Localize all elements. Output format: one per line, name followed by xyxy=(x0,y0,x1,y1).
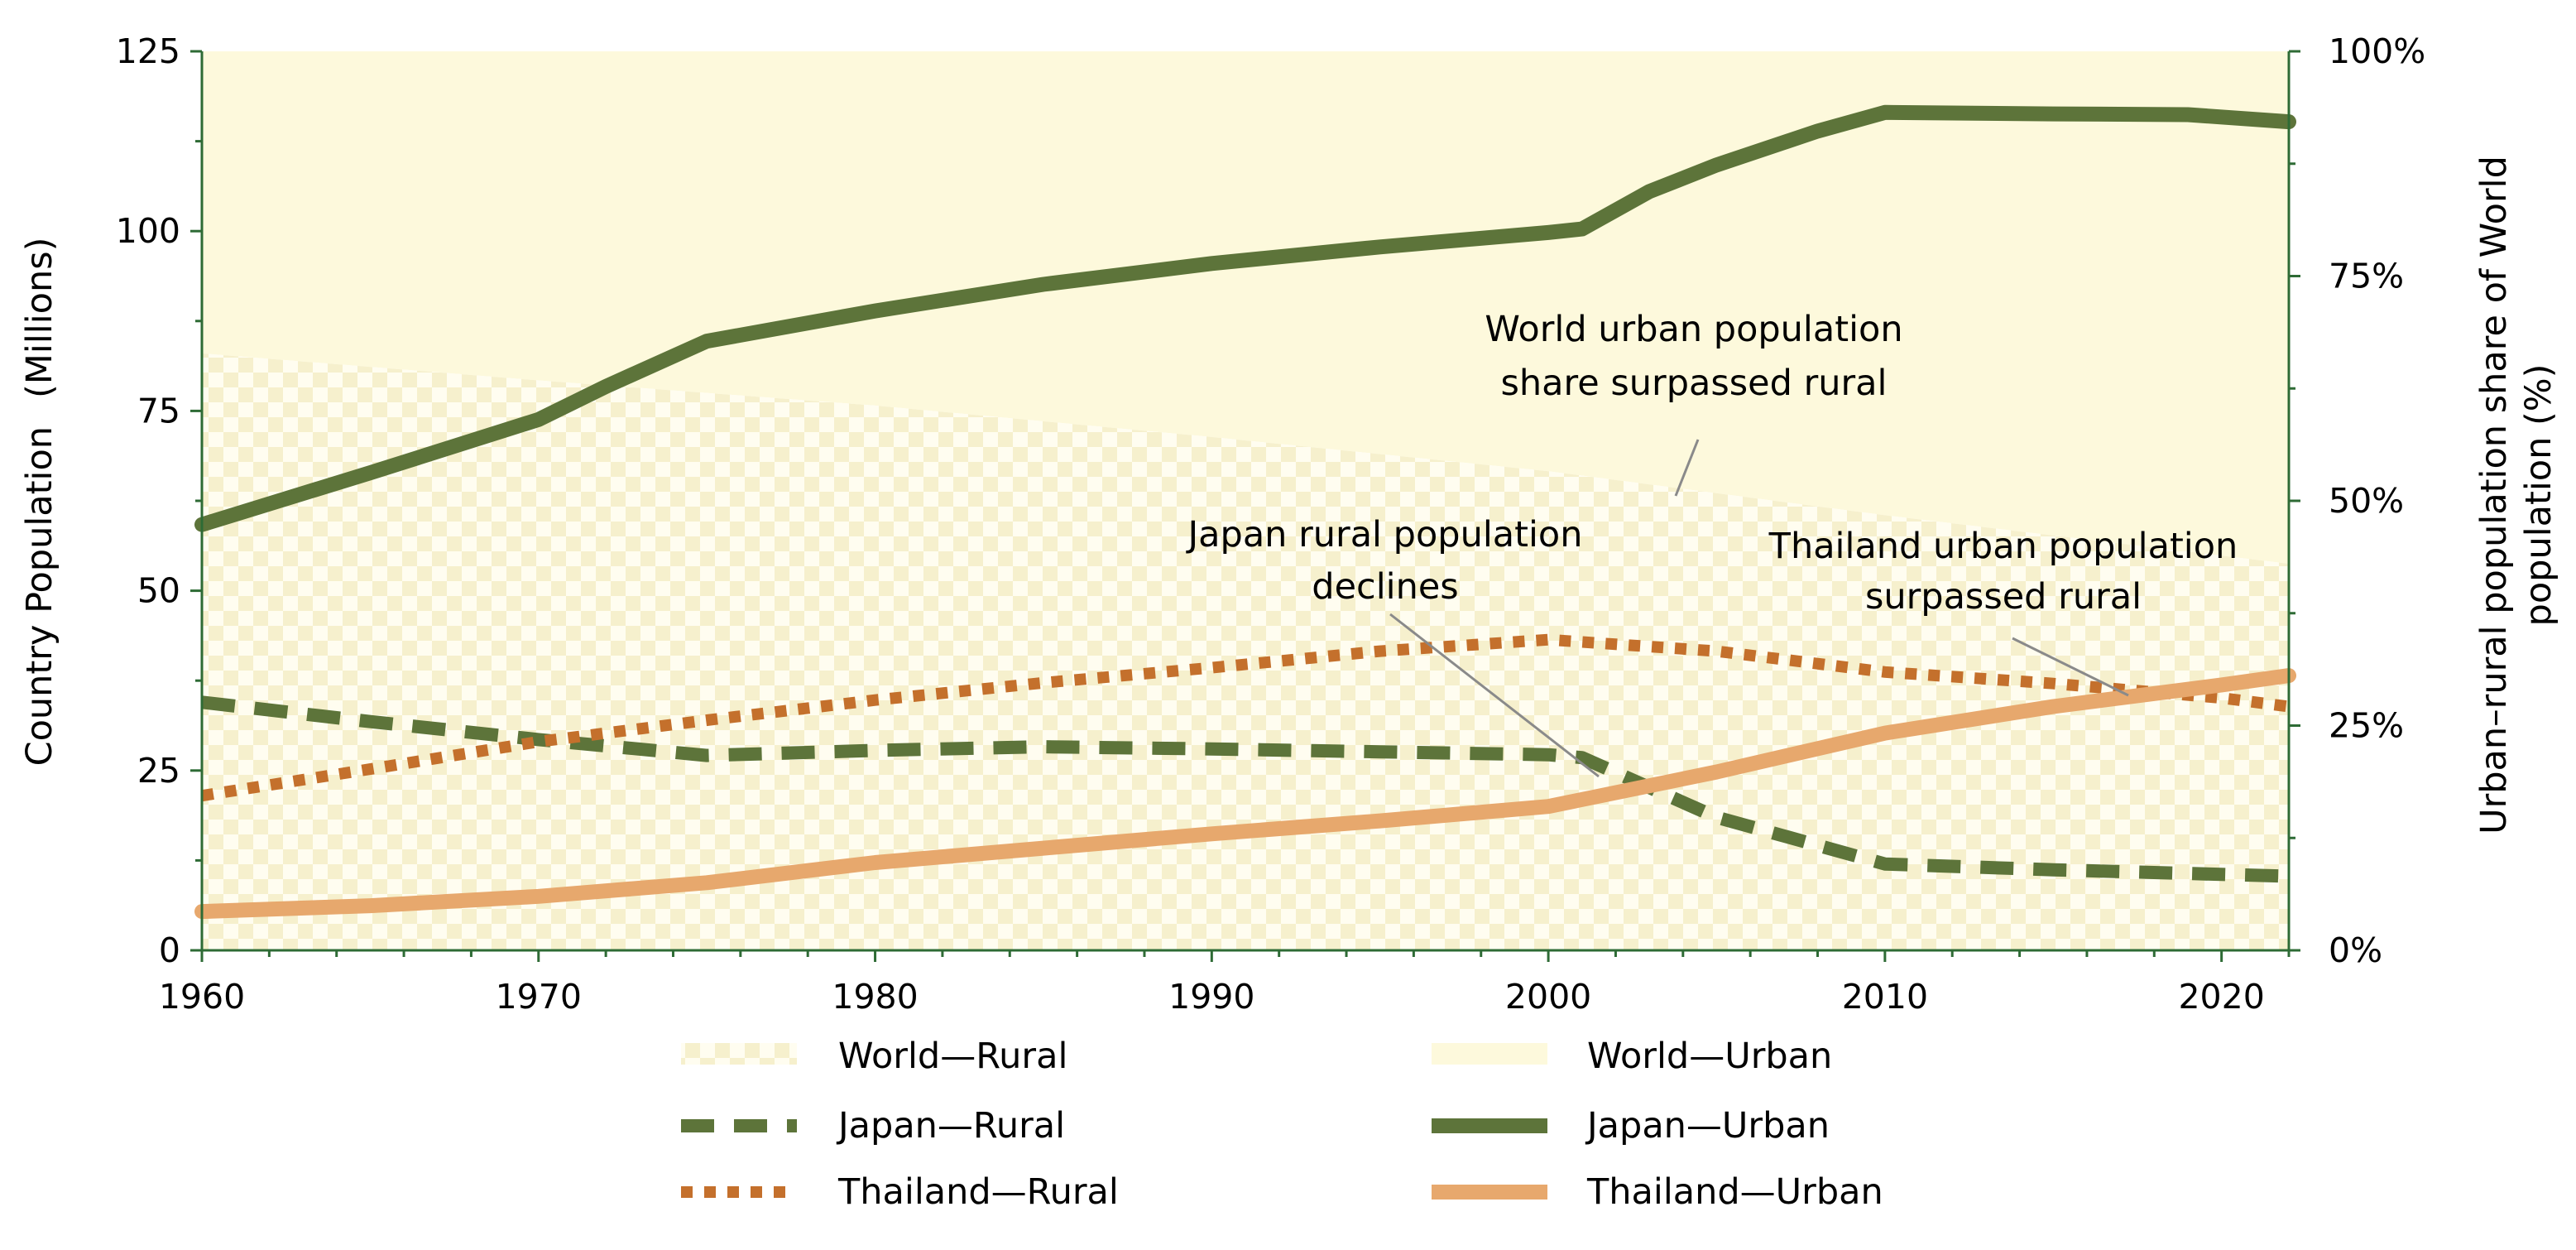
annotation-world-line2: share surpassed rural xyxy=(1501,363,1888,404)
legend-swatch-world-rural xyxy=(681,1043,797,1065)
annotation-japan-line1: Japan rural population xyxy=(1186,514,1583,555)
y-left-title-part2: (Millions) xyxy=(19,238,60,398)
x-tick-label: 2010 xyxy=(1842,977,1928,1017)
legend-label-world-rural: World—Rural xyxy=(838,1036,1067,1077)
x-tick-label: 1990 xyxy=(1168,977,1254,1017)
series-layer xyxy=(194,104,2296,920)
world-rural-area xyxy=(202,353,2289,950)
annotation-thailand-line2: surpassed rural xyxy=(1865,576,2142,618)
series-line-japan-urban xyxy=(194,104,2296,532)
x-tick-label: 2020 xyxy=(2178,977,2264,1017)
world-urban-area xyxy=(202,51,2289,564)
y-right-tick-label: 100% xyxy=(2329,31,2425,71)
y-right-title-line1: Urban–rural population share of World xyxy=(2473,156,2515,834)
annotation-leader-thailand xyxy=(2012,637,2129,697)
y-right-title-line2: population (%) xyxy=(2518,364,2559,627)
legend: World—Rural World—Urban Japan—Rural Japa… xyxy=(681,1036,1883,1213)
legend-label-japan-rural: Japan—Rural xyxy=(836,1105,1065,1147)
y-right-tick-label: 0% xyxy=(2329,930,2382,970)
y-left-tick-label: 125 xyxy=(116,31,180,71)
y-left-tick-label: 75 xyxy=(137,391,180,430)
ticks-layer: 0 25 50 75 100 125 0% 25% 50% 75% 100% 1960 1970 1980… xyxy=(116,31,2425,1017)
annotation-layer: World urban population share surpassed r… xyxy=(1186,309,2238,778)
area-layer xyxy=(202,51,2289,950)
y-right-tick-label: 75% xyxy=(2329,257,2404,296)
series-line-thailand-urban xyxy=(194,668,2296,920)
annotation-leader-japan xyxy=(1389,613,1600,778)
x-tick-label: 1980 xyxy=(832,977,918,1017)
y-left-axis-title: Country Population (Millions) xyxy=(19,238,60,767)
series-line-thailand-rural xyxy=(200,633,2290,802)
y-left-title-part1: Country Population xyxy=(19,426,60,766)
y-right-tick-label: 50% xyxy=(2329,481,2404,521)
annotation-japan-line2: declines xyxy=(1312,566,1458,608)
x-tick-label: 1970 xyxy=(496,977,582,1017)
legend-label-thailand-urban: Thailand—Urban xyxy=(1586,1171,1883,1213)
annotation-world-line1: World urban population xyxy=(1485,309,1902,350)
y-left-tick-label: 50 xyxy=(137,571,180,611)
y-left-tick-label: 100 xyxy=(116,211,180,251)
legend-label-thailand-rural: Thailand—Rural xyxy=(837,1171,1119,1213)
annotation-leader-world xyxy=(1674,439,1700,497)
y-right-tick-label: 25% xyxy=(2329,706,2404,746)
legend-swatch-world-urban xyxy=(1432,1043,1547,1065)
x-tick-label: 1960 xyxy=(159,977,245,1017)
x-tick-label: 2000 xyxy=(1505,977,1591,1017)
legend-label-world-urban: World—Urban xyxy=(1587,1036,1832,1077)
y-left-tick-label: 25 xyxy=(137,751,180,791)
legend-label-japan-urban: Japan—Urban xyxy=(1585,1105,1830,1147)
y-left-tick-label: 0 xyxy=(159,930,180,970)
annotation-thailand-line1: Thailand urban population xyxy=(1768,526,2238,567)
